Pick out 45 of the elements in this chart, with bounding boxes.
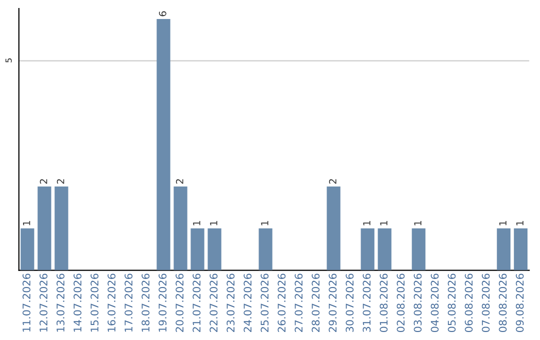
x-tick-label: 01.08.2026 [380, 274, 388, 332]
x-tick-label: 13.07.2026 [56, 274, 64, 332]
x-tick-label: 06.08.2026 [464, 274, 473, 332]
x-tick-label: 08.08.2026 [498, 274, 507, 332]
x-tick-label: 12.07.2026 [40, 274, 48, 332]
x-tick-label: 29.07.2026 [328, 274, 337, 332]
x-tick-label: 25.07.2026 [260, 274, 269, 332]
data-label: 2 [329, 179, 336, 184]
data-label: 1 [499, 221, 506, 226]
data-label: 1 [193, 221, 200, 226]
x-tick-label: 07.08.2026 [482, 274, 490, 332]
x-tick-label: 15.07.2026 [90, 274, 98, 332]
x-tick-label: 18.07.2026 [142, 274, 150, 332]
x-tick-label: 19.07.2026 [158, 274, 167, 332]
data-label: 2 [176, 179, 184, 184]
data-label: 1 [414, 221, 422, 226]
x-tick-label: 11.07.2026 [22, 274, 30, 332]
data-label: 1 [380, 221, 388, 226]
data-label: 1 [516, 221, 524, 226]
x-tick-label: 09.08.2026 [516, 274, 524, 332]
data-label: 1 [261, 221, 268, 226]
x-tick-label: 27.07.2026 [294, 274, 303, 332]
x-tick-label: 28.07.2026 [312, 274, 320, 332]
data-label: 2 [56, 179, 64, 184]
x-tick-label: 14.07.2026 [74, 274, 82, 332]
x-tick-label: 17.07.2026 [124, 274, 132, 332]
data-label: 6 [158, 11, 166, 16]
x-tick-label: 23.07.2026 [226, 274, 235, 332]
data-label: 2 [40, 179, 48, 184]
x-tick-label: 04.08.2026 [430, 274, 439, 332]
x-tick-label: 22.07.2026 [210, 274, 218, 332]
x-tick-label: 21.07.2026 [192, 274, 201, 332]
x-tick-label: 26.07.2026 [278, 274, 286, 332]
data-label: 1 [23, 221, 30, 226]
x-tick-label: 30.07.2026 [346, 274, 354, 332]
x-tick-label: 20.07.2026 [176, 274, 184, 332]
x-tick-label: 02.08.2026 [396, 274, 405, 332]
x-tick-label: 03.08.2026 [414, 274, 422, 332]
x-tick-label: 05.08.2026 [448, 274, 456, 332]
x-tick-label: 16.07.2026 [108, 274, 116, 332]
y-tick-label: 5 [6, 58, 12, 62]
data-label: 1 [210, 221, 218, 226]
x-tick-label: 31.07.2026 [362, 274, 371, 332]
x-tick-label: 24.07.2026 [244, 274, 252, 332]
data-label: 1 [363, 221, 370, 226]
